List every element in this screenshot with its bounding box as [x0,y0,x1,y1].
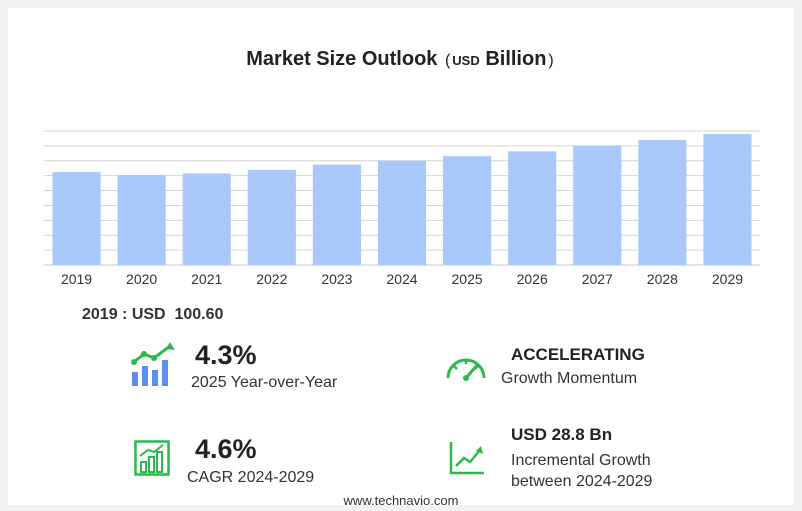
bar-2022 [247,169,296,265]
title-unit-scale: Billion [485,48,547,70]
yoy-value: 4.3% [195,340,257,370]
x-tick-label: 2022 [256,271,287,287]
bar-2019 [52,172,101,265]
bar-2028 [638,139,687,265]
line-growth-icon [449,442,484,475]
title-unit-close: ) [548,52,554,69]
bar-2023 [312,164,361,265]
speedometer-icon [446,358,486,381]
bar-2029 [703,134,752,265]
base-year-summary: 2019 : USD 100.60 [82,306,223,324]
bar-2020 [117,174,166,265]
cagr-value: 4.6% [195,434,257,464]
momentum-value: ACCELERATING [511,345,645,364]
x-tick-label: 2019 [61,271,92,287]
title-main: Market Size Outlook [246,48,438,70]
infographic-card: Market Size Outlook (USD Billion) 2019 20… [8,8,794,508]
x-tick-label: 2025 [452,271,483,287]
incremental-caption-line1: Incremental Growth [511,452,651,469]
incremental-value: USD 28.8 Bn [511,425,613,444]
chart-title: Market Size Outlook (USD Billion) [8,48,794,71]
x-tick-label: 2024 [386,271,417,287]
title-unit-open: ( [444,52,451,69]
yoy-caption: 2025 Year-over-Year [191,374,338,391]
x-tick-label: 2021 [191,271,222,287]
growth-chart-icon [131,342,175,386]
base-year-value: 100.60 [174,306,224,323]
footer-source: www.technavio.com [343,493,459,508]
bar-chart: 2019 2020 2021 2022 2023 2024 2025 2026 2027 2028… [44,130,760,287]
base-year-label: 2019 : USD [82,306,166,323]
x-tick-label: 2028 [647,271,678,287]
cagr-caption: CAGR 2024-2029 [187,469,315,486]
title-unit-currency: USD [452,53,480,68]
x-tick-label: 2023 [321,271,352,287]
bar-2026 [508,151,557,265]
incremental-caption-line2: between 2024-2029 [511,473,653,490]
x-tick-label: 2020 [126,271,157,287]
x-tick-label: 2029 [712,271,743,287]
bar-2025 [443,156,492,265]
bar-growth-icon [134,440,170,476]
bar-2027 [573,145,622,265]
bar-2021 [182,173,231,265]
bar-2024 [377,160,427,265]
x-tick-label: 2027 [582,271,613,287]
x-tick-label: 2026 [517,271,548,287]
momentum-caption: Growth Momentum [501,370,638,387]
